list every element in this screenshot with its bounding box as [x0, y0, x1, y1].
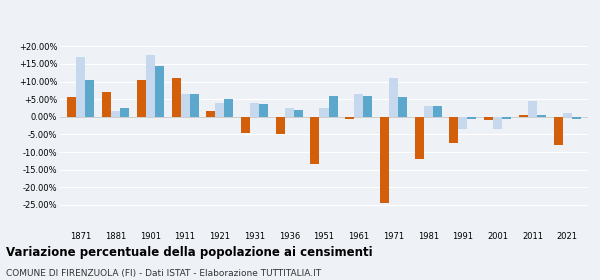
Bar — [76, 57, 85, 117]
Text: Variazione percentuale della popolazione ai censimenti: Variazione percentuale della popolazione… — [6, 246, 373, 259]
Bar — [319, 108, 329, 117]
Bar — [259, 104, 268, 117]
Bar — [310, 117, 319, 164]
Bar — [67, 97, 76, 117]
Bar — [528, 101, 537, 117]
Bar — [572, 117, 581, 118]
Bar — [345, 117, 354, 118]
Bar — [224, 99, 233, 117]
Bar — [424, 106, 433, 117]
Bar — [493, 117, 502, 129]
Bar — [329, 95, 338, 117]
Bar — [172, 78, 181, 117]
Bar — [449, 117, 458, 143]
Bar — [206, 111, 215, 117]
Bar — [120, 108, 129, 117]
Bar — [380, 117, 389, 203]
Legend: Firenzuola, Provincia di FI, Toscana: Firenzuola, Provincia di FI, Toscana — [204, 0, 444, 6]
Bar — [415, 117, 424, 159]
Bar — [502, 117, 511, 118]
Bar — [146, 55, 155, 117]
Bar — [190, 94, 199, 117]
Bar — [250, 103, 259, 117]
Bar — [181, 94, 190, 117]
Bar — [111, 111, 120, 117]
Bar — [563, 113, 572, 117]
Bar — [294, 110, 303, 117]
Bar — [85, 80, 94, 117]
Bar — [363, 95, 372, 117]
Bar — [433, 106, 442, 117]
Bar — [285, 108, 294, 117]
Bar — [102, 92, 111, 117]
Bar — [155, 66, 164, 117]
Bar — [458, 117, 467, 129]
Bar — [519, 115, 528, 117]
Bar — [215, 103, 224, 117]
Text: COMUNE DI FIRENZUOLA (FI) - Dati ISTAT - Elaborazione TUTTITALIA.IT: COMUNE DI FIRENZUOLA (FI) - Dati ISTAT -… — [6, 269, 321, 278]
Bar — [467, 117, 476, 118]
Bar — [354, 94, 363, 117]
Bar — [484, 117, 493, 120]
Bar — [241, 117, 250, 133]
Bar — [398, 97, 407, 117]
Bar — [276, 117, 285, 134]
Bar — [537, 115, 546, 117]
Bar — [554, 117, 563, 145]
Bar — [389, 78, 398, 117]
Bar — [137, 80, 146, 117]
